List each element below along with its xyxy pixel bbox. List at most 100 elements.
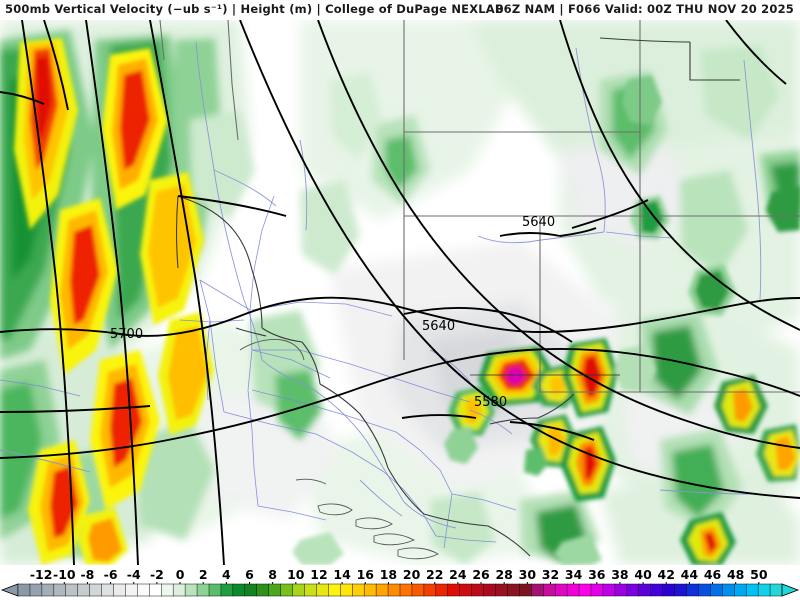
colorbar-swatch [674,583,688,597]
colorbar-tick-label: 40 [634,567,652,582]
colorbar-swatch [734,583,747,597]
road-network [0,195,675,549]
colorbar-swatch [53,583,67,597]
colorbar-swatch [101,583,115,597]
coastline [239,339,439,560]
colorbar-tick-label: 38 [611,567,629,582]
colorbar-tick-label: 36 [588,567,606,582]
colorbar-tick-label: 42 [657,567,675,582]
colorbar-swatch [614,583,628,597]
colorbar-swatch [411,583,425,597]
colorbar-swatch [531,583,544,597]
colorbar-swatch [208,583,222,597]
colorbar: -12 -10 -8 -6 -4 -2 0 2 4 6 8 10 12 14 16 18 20 22 24 26 28 3… [0,565,800,600]
colorbar-tick-label: -2 [149,567,164,582]
colorbar-tick-label: 4 [222,567,231,582]
colorbar-swatch [745,583,759,597]
colorbar-swatch [113,583,127,597]
colorbar-tick-label: 34 [564,567,583,582]
colorbar-swatch [363,583,377,597]
colorbar-tick-label: -6 [103,567,118,582]
colorbar-tick-label: 26 [472,567,490,582]
omega-field-hot [14,38,800,565]
colorbar-tick-labels: -12 -10 -8 -6 -4 -2 0 2 4 6 8 10 12 14 16 18 20 22 24 26 28 3… [0,567,800,583]
colorbar-swatch [602,583,616,597]
colorbar-tick-label: 16 [356,567,374,582]
height-contours [0,20,800,565]
colorbar-tick-label: -4 [126,567,141,582]
colorbar-swatch [125,583,139,597]
colorbar-swatch [590,583,604,597]
colorbar-swatch [387,583,401,597]
colorbar-tick-label: 12 [310,567,328,582]
colorbar-swatch [710,583,723,597]
colorbar-tick-label: 8 [268,567,278,582]
colorbar-tick-label: 46 [703,567,722,582]
colorbar-swatch [459,583,473,597]
colorbar-swatches [0,582,800,597]
state-borders [159,20,800,393]
colorbar-tick-label: 30 [518,567,537,582]
colorbar-swatch [29,583,43,597]
river-network [0,41,762,529]
colorbar-swatch [375,583,389,597]
colorbar-tick-label: 10 [287,567,305,582]
colorbar-swatch [662,583,676,597]
colorbar-tick-label: 14 [333,567,351,582]
colorbar-tick-label: 18 [379,567,398,582]
colorbar-swatch [352,583,365,597]
contour-label: 5700 [110,327,143,342]
colorbar-swatch [638,583,652,597]
colorbar-swatch [77,583,91,597]
contour-label: 5640 [422,319,455,334]
colorbar-swatch [519,583,532,597]
colorbar-swatch [137,583,150,597]
colorbar-swatch [161,583,174,597]
colorbar-swatch [268,583,282,597]
colorbar-swatch [757,583,771,597]
colorbar-tick-label: 2 [198,567,208,582]
colorbar-tick-label: 48 [726,567,745,582]
colorbar-swatch [292,583,306,597]
contour-label: 5580 [474,395,507,410]
colorbar-swatch [17,583,31,597]
colorbar-swatch [483,583,497,597]
colorbar-swatch [232,583,246,597]
county-borders [175,37,740,557]
colorbar-tick-label: -12 [29,567,53,582]
colorbar-swatch [423,583,437,597]
colorbar-tick-label: 24 [449,567,467,582]
colorbar-swatch [686,583,700,597]
colorbar-swatch [507,583,521,597]
contour-label-group: 5700 5640 5640 5580 [110,215,555,410]
colorbar-tick-label: 22 [426,567,444,582]
colorbar-swatch [149,583,162,597]
colorbar-swatch [340,583,353,597]
colorbar-swatch [650,583,664,597]
colorbar-swatch [554,583,568,597]
colorbar-swatch [578,583,592,597]
colorbar-swatch [435,583,449,597]
colorbar-swatch [220,583,234,597]
colorbar-tick-label: 44 [680,567,699,582]
colorbar-tick-label: 32 [541,567,560,582]
colorbar-tick-label: 0 [175,567,185,582]
colorbar-swatch [495,583,509,597]
colorbar-swatch [447,583,461,597]
colorbar-swatch [89,583,103,597]
colorbar-swatch [471,583,485,597]
colorbar-tick-label: 28 [495,567,513,582]
colorbar-high-arrow [781,583,800,597]
colorbar-swatch [566,583,580,597]
crosshair-marker [470,374,620,376]
colorbar-swatch [328,583,341,597]
contour-label: 5640 [522,215,555,230]
colorbar-swatch [172,583,186,597]
map-canvas[interactable]: 5700 5640 5640 5580 [0,20,800,565]
map-panel[interactable]: 5700 5640 5640 5580 [0,20,800,565]
colorbar-swatch [196,583,210,597]
colorbar-swatch [626,583,640,597]
colorbar-swatch [256,583,270,597]
colorbar-tick-label: 50 [750,567,768,582]
